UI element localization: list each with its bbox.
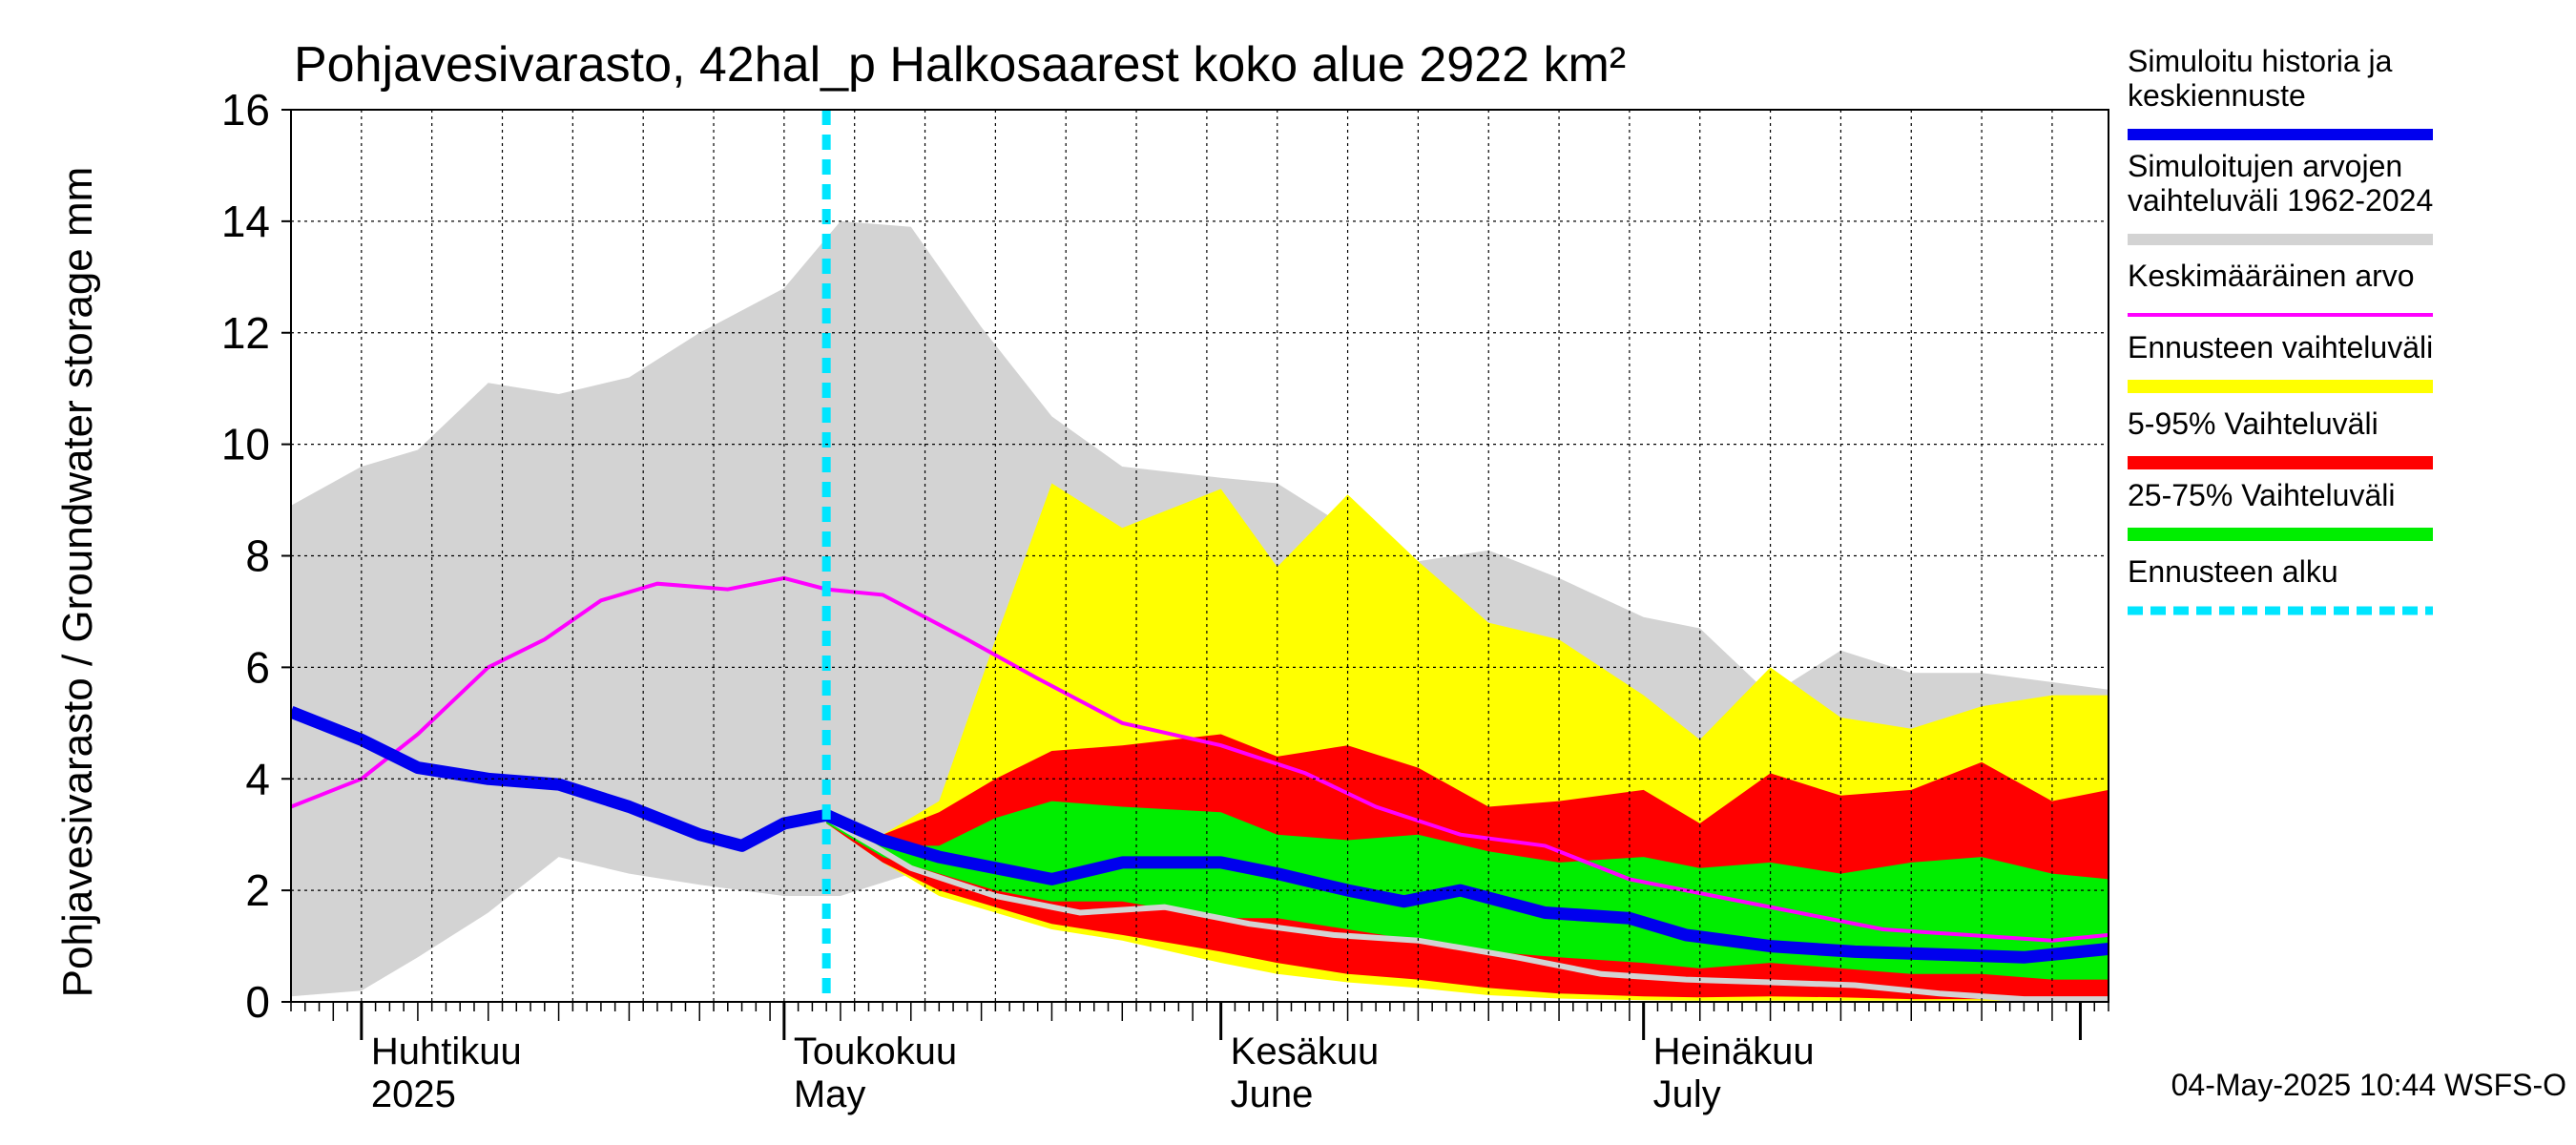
x-month-sublabel: 2025: [371, 1073, 456, 1115]
chart-title: Pohjavesivarasto, 42hal_p Halkosaarest k…: [294, 37, 1626, 93]
legend-item: 25-75% Vaihteluväli: [2128, 478, 2433, 541]
y-tick-label: 14: [221, 197, 270, 246]
legend-label: Simuloitu historia ja: [2128, 44, 2393, 78]
x-month-sublabel: July: [1653, 1073, 1721, 1115]
legend-item: Keskimääräinen arvo: [2128, 259, 2433, 317]
legend-item: Ennusteen alku: [2128, 554, 2433, 615]
x-month-label: Toukokuu: [794, 1030, 957, 1072]
y-tick-label: 16: [221, 85, 270, 135]
legend-label: vaihteluväli 1962-2024: [2128, 183, 2433, 218]
y-tick-label: 4: [245, 754, 270, 803]
legend-label: keskiennuste: [2128, 78, 2306, 113]
simulated-range-line: [824, 815, 2109, 1002]
y-tick-label: 6: [245, 642, 270, 692]
mean-line: [291, 575, 2109, 943]
y-tick-label: 10: [221, 420, 270, 469]
legend-label: Simuloitujen arvojen: [2128, 149, 2402, 183]
legend-label: Ennusteen vaihteluväli: [2128, 330, 2433, 364]
median-forecast-line: [291, 706, 2109, 964]
legend-label: Keskimääräinen arvo: [2128, 259, 2415, 293]
x-month-sublabel: June: [1231, 1073, 1314, 1115]
x-month-label: Kesäkuu: [1231, 1030, 1380, 1072]
legend: Simuloitu historia jakeskiennusteSimuloi…: [2128, 44, 2433, 615]
legend-label: Ennusteen alku: [2128, 554, 2338, 589]
legend-item: 5-95% Vaihteluväli: [2128, 406, 2433, 469]
legend-item: Ennusteen vaihteluväli: [2128, 330, 2433, 393]
legend-label: 5-95% Vaihteluväli: [2128, 406, 2379, 441]
y-axis-label: Pohjavesivarasto / Groundwater storage m…: [54, 167, 101, 998]
x-month-label: Huhtikuu: [371, 1030, 522, 1072]
x-month-sublabel: May: [794, 1073, 866, 1115]
x-month-label: Heinäkuu: [1653, 1030, 1815, 1072]
legend-label: 25-75% Vaihteluväli: [2128, 478, 2395, 512]
y-tick-label: 8: [245, 531, 270, 581]
grid: [291, 110, 2109, 1002]
y-tick-label: 12: [221, 308, 270, 358]
timestamp: 04-May-2025 10:44 WSFS-O: [2171, 1068, 2566, 1102]
plot-area: [291, 110, 2109, 1002]
y-tick-label: 2: [245, 865, 270, 915]
y-tick-label: 0: [245, 977, 270, 1027]
